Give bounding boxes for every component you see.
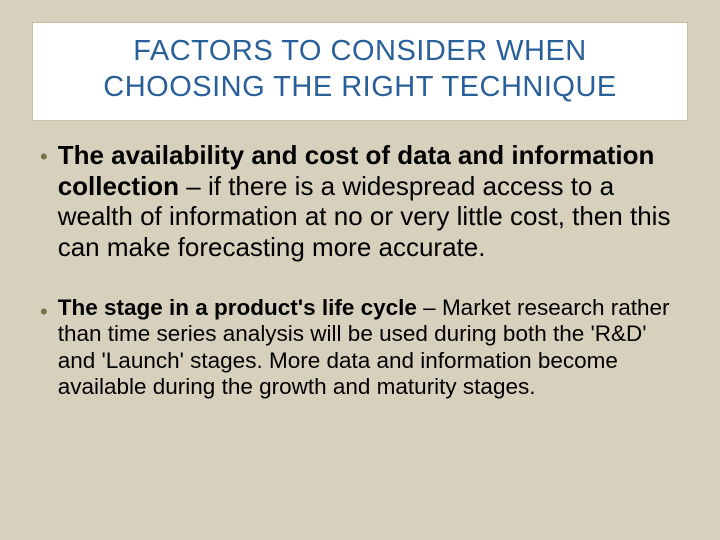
bullet-marker-icon: • (40, 299, 48, 325)
bullet-text: The stage in a product's life cycle – Ma… (58, 295, 680, 401)
slide-title: FACTORS TO CONSIDER WHEN CHOOSING THE RI… (53, 33, 667, 106)
bullet-item: • The stage in a product's life cycle – … (40, 295, 680, 401)
bullet-text: The availability and cost of data and in… (58, 140, 680, 263)
bullet-bold: The stage in a product's life cycle (58, 295, 417, 320)
title-container: FACTORS TO CONSIDER WHEN CHOOSING THE RI… (32, 22, 688, 121)
bullet-item: • The availability and cost of data and … (40, 140, 680, 263)
bullet-marker-icon: • (40, 144, 48, 170)
content-area: • The availability and cost of data and … (40, 140, 680, 433)
